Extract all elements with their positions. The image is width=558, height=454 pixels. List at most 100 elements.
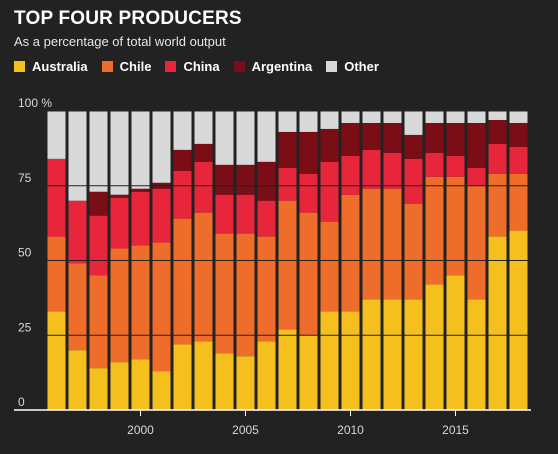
x-tick-label-2000: 2000 [127, 423, 154, 437]
bar-other-2016 [467, 111, 486, 123]
bar-argentina-2007 [278, 131, 297, 168]
y-tick-label-75: 75 [18, 171, 32, 185]
bar-other-2013 [404, 111, 423, 135]
bar-chile-2013 [404, 203, 423, 300]
bar-argentina-2004 [215, 164, 234, 195]
bar-chile-1997 [68, 263, 87, 351]
bar-china-2008 [299, 173, 318, 213]
bar-argentina-2009 [320, 128, 339, 162]
bar-chile-2011 [362, 188, 381, 300]
x-tick-label-2005: 2005 [232, 423, 259, 437]
legend-label-chile: Chile [119, 59, 152, 74]
bar-other-1996 [47, 111, 66, 159]
bar-argentina-2006 [257, 161, 276, 201]
bar-australia-1996 [47, 311, 66, 410]
bar-chile-2015 [446, 176, 465, 276]
bar-china-2007 [278, 167, 297, 201]
bar-chile-2001 [152, 242, 171, 372]
bar-chile-2007 [278, 200, 297, 330]
legend-swatch-china [165, 61, 177, 72]
bar-australia-1997 [68, 350, 87, 410]
bar-australia-2005 [236, 356, 255, 410]
bar-china-2018 [509, 146, 528, 174]
bar-chile-2008 [299, 212, 318, 336]
bar-argentina-2010 [341, 122, 360, 156]
bar-china-2001 [152, 188, 171, 243]
legend-label-china: China [183, 59, 220, 74]
bar-other-2004 [215, 111, 234, 165]
legend-swatch-chile [101, 61, 113, 72]
legend-label-australia: Australia [32, 59, 88, 74]
bar-argentina-2011 [362, 122, 381, 150]
bar-argentina-1999 [110, 194, 129, 198]
bar-australia-2003 [194, 341, 213, 410]
bar-argentina-2015 [446, 122, 465, 156]
bar-china-2015 [446, 155, 465, 177]
bar-chile-2012 [383, 188, 402, 300]
bar-australia-2008 [299, 335, 318, 410]
legend-item-other: Other [326, 59, 379, 74]
bar-china-1998 [89, 215, 108, 276]
bar-chile-2009 [320, 221, 339, 312]
bar-argentina-2018 [509, 122, 528, 147]
bar-australia-2012 [383, 299, 402, 410]
bar-australia-2010 [341, 311, 360, 410]
chart-subtitle: As a percentage of total world output [14, 34, 226, 49]
legend-label-argentina: Argentina [251, 59, 313, 74]
bar-argentina-2013 [404, 134, 423, 159]
chart-legend: Australia Chile China Argentina Other [14, 59, 393, 74]
y-tick-label-0: 0 [18, 395, 25, 409]
bar-chile-2010 [341, 194, 360, 312]
bar-china-2009 [320, 161, 339, 222]
bar-chile-2018 [509, 173, 528, 231]
bar-australia-2013 [404, 299, 423, 410]
x-tick-label-2010: 2010 [337, 423, 364, 437]
bar-chile-1998 [89, 275, 108, 369]
bar-chile-2004 [215, 233, 234, 354]
bar-other-1999 [110, 111, 129, 195]
bar-china-2012 [383, 152, 402, 189]
bar-argentina-1998 [89, 191, 108, 216]
bar-china-2000 [131, 191, 150, 246]
bar-china-2013 [404, 158, 423, 204]
bar-argentina-2000 [131, 188, 150, 192]
bar-other-2014 [425, 111, 444, 123]
bar-china-2002 [173, 170, 192, 219]
bar-chile-2016 [467, 185, 486, 300]
bar-australia-2015 [446, 275, 465, 410]
legend-swatch-other [326, 61, 338, 72]
bar-china-2011 [362, 149, 381, 189]
bar-argentina-2008 [299, 131, 318, 174]
bar-other-2017 [488, 111, 507, 120]
legend-item-chile: Chile [101, 59, 152, 74]
bar-argentina-2017 [488, 119, 507, 144]
bar-china-2017 [488, 143, 507, 174]
bar-australia-2011 [362, 299, 381, 410]
bar-chile-1996 [47, 236, 66, 312]
bar-argentina-2014 [425, 122, 444, 153]
bar-other-1997 [68, 111, 87, 201]
legend-swatch-argentina [233, 61, 245, 72]
bar-australia-2004 [215, 353, 234, 410]
bar-australia-2001 [152, 371, 171, 410]
bar-other-2001 [152, 111, 171, 183]
bar-other-2003 [194, 111, 213, 144]
bar-other-2007 [278, 111, 297, 132]
bar-china-2016 [467, 167, 486, 186]
bar-other-2012 [383, 111, 402, 123]
legend-item-australia: Australia [14, 59, 88, 74]
bar-australia-2014 [425, 284, 444, 410]
bar-chile-2014 [425, 176, 444, 285]
bar-china-1996 [47, 158, 66, 237]
bar-chile-2002 [173, 218, 192, 345]
bar-argentina-2005 [236, 164, 255, 195]
legend-swatch-australia [14, 61, 25, 72]
bar-china-2006 [257, 200, 276, 237]
bar-other-2000 [131, 111, 150, 189]
bar-chile-2003 [194, 212, 213, 342]
bar-australia-2009 [320, 311, 339, 410]
chart-title: TOP FOUR PRODUCERS [14, 8, 242, 29]
bar-other-1998 [89, 111, 108, 192]
legend-label-other: Other [344, 59, 379, 74]
